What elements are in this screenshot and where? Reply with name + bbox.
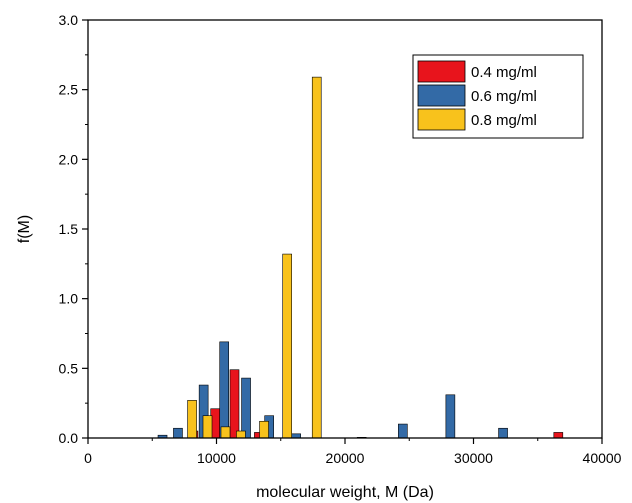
legend-label-3: 0.8 mg/ml bbox=[471, 112, 537, 129]
bar-series-2-2 bbox=[173, 427, 183, 439]
bar-series-2-11 bbox=[498, 427, 508, 439]
bar-series-3-1 bbox=[187, 400, 197, 439]
x-tick-label: 10000 bbox=[197, 450, 236, 466]
bars-group bbox=[157, 76, 564, 439]
legend-swatch-2 bbox=[417, 84, 466, 107]
x-axis-label: molecular weight, M (Da) bbox=[256, 484, 434, 501]
bar-series-3-5 bbox=[259, 420, 269, 439]
y-tick-label: 3.0 bbox=[59, 12, 79, 28]
legend-swatch-1 bbox=[417, 60, 466, 83]
x-tick-label: 20000 bbox=[326, 450, 365, 466]
y-tick-label: 2.5 bbox=[59, 82, 79, 98]
x-tick-label: 0 bbox=[84, 450, 92, 466]
bar-series-2-10 bbox=[445, 394, 456, 439]
bar-series-1-3 bbox=[229, 369, 240, 439]
bar-series-3-7 bbox=[311, 76, 322, 439]
x-tick-label: 30000 bbox=[454, 450, 493, 466]
y-tick-label: 2.0 bbox=[59, 151, 79, 167]
bar-series-2-4 bbox=[219, 341, 230, 439]
y-axis-label: f(M) bbox=[16, 215, 33, 243]
bar-series-3-2 bbox=[202, 415, 213, 439]
y-tick-label: 0.5 bbox=[59, 360, 79, 376]
bar-series-3-3 bbox=[220, 426, 231, 439]
x-tick-label: 40000 bbox=[583, 450, 622, 466]
axis-ticks: 0 10000 20000 30000 40000 0.0 0.5 1.0 1.5 2.0 2.5 3… bbox=[59, 12, 622, 466]
legend-swatch-3 bbox=[417, 108, 466, 131]
y-tick-label: 1.5 bbox=[59, 221, 79, 237]
bar-series-3-6 bbox=[282, 253, 292, 439]
legend-label-1: 0.4 mg/ml bbox=[471, 64, 537, 81]
bar-series-2-9 bbox=[398, 423, 408, 439]
legend: 0.4 mg/ml 0.6 mg/ml 0.8 mg/ml bbox=[412, 54, 584, 139]
bar-series-2-5 bbox=[241, 377, 251, 439]
bar-series-1-5 bbox=[553, 432, 564, 439]
bar-series-3-4 bbox=[236, 430, 246, 439]
legend-label-2: 0.6 mg/ml bbox=[471, 88, 537, 105]
y-tick-label: 0.0 bbox=[59, 430, 79, 446]
y-tick-label: 1.0 bbox=[59, 291, 79, 307]
